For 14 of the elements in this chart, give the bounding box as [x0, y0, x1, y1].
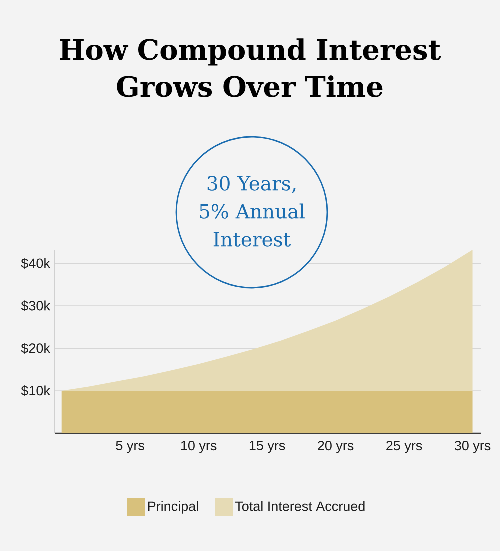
x-tick-label: 15 yrs	[250, 441, 286, 454]
x-tick-label: 5 yrs	[116, 441, 144, 454]
legend-label: Principal	[148, 501, 198, 514]
x-tick-label: 30 yrs	[454, 441, 491, 454]
chart-title: How Compound Interest Grows Over Time	[60, 38, 442, 98]
legend-label: Total Interest Accrued	[235, 501, 365, 512]
y-tick-label: $30k	[21, 300, 50, 312]
y-tick-label: $20k	[21, 343, 50, 354]
x-tick-label: 25 yrs	[386, 441, 422, 454]
text: 30 Years, 5% Annual Interest	[200, 176, 305, 247]
y-tick-label: $40k	[21, 258, 50, 270]
x-tick-label: 10 yrs	[181, 441, 217, 454]
y-tick-label: $10k	[21, 386, 50, 396]
x-tick-label: 20 yrs	[318, 441, 354, 454]
